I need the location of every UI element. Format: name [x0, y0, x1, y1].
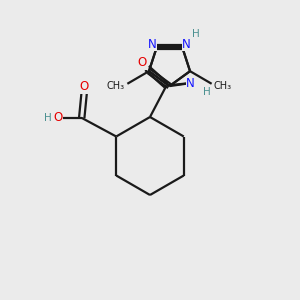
Text: N: N [186, 76, 195, 90]
Text: H: H [202, 86, 210, 97]
Text: N: N [148, 38, 157, 50]
Text: H: H [44, 113, 52, 123]
Text: CH₃: CH₃ [107, 81, 125, 91]
Text: H: H [192, 28, 200, 38]
Text: CH₃: CH₃ [214, 81, 232, 91]
Text: N: N [182, 38, 191, 50]
Text: O: O [137, 56, 146, 69]
Text: O: O [53, 111, 62, 124]
Text: O: O [80, 80, 89, 93]
